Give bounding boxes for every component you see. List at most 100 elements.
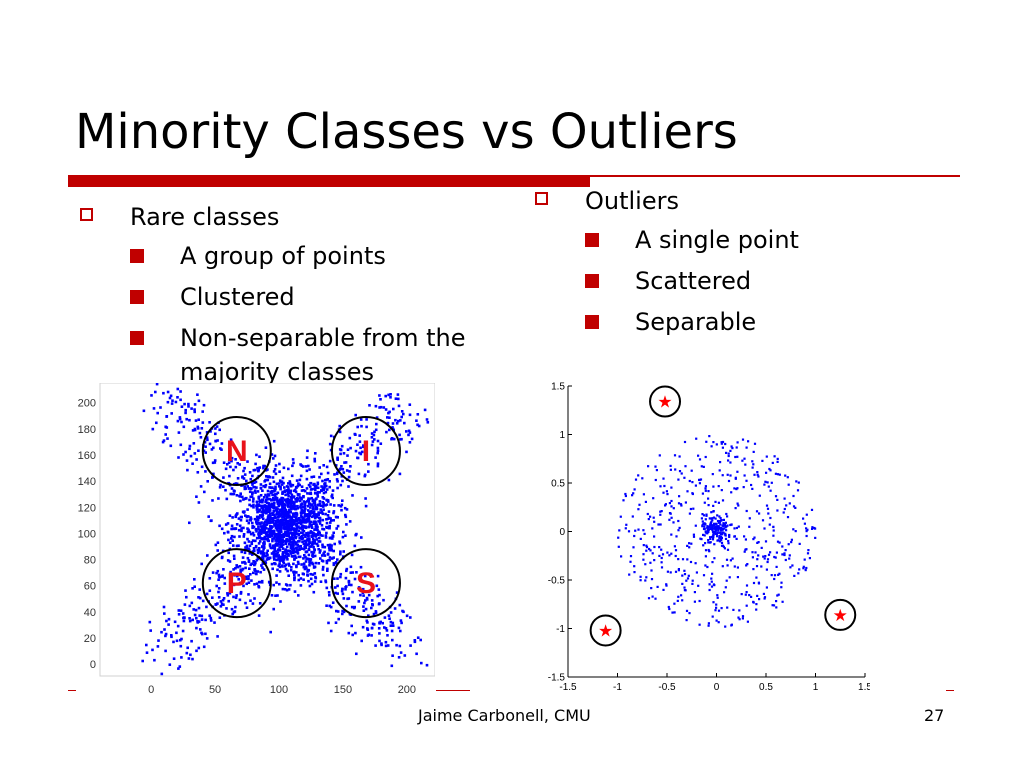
data-point [386,421,390,425]
data-point [308,468,311,471]
data-point [288,481,292,485]
data-point [268,507,272,510]
data-point [285,485,289,488]
data-point [645,549,648,552]
data-point [334,561,338,564]
data-point [255,536,259,540]
data-point [258,499,262,502]
data-point [317,513,320,516]
data-point [776,594,779,597]
data-point [203,490,206,494]
data-point [276,508,279,511]
data-point [169,394,173,398]
data-point [248,490,252,494]
data-point [210,448,214,451]
data-point [222,461,226,464]
data-point [251,491,254,494]
data-point [341,588,344,591]
data-point [307,579,310,583]
data-point [273,554,277,558]
data-point [281,502,285,506]
data-point [336,610,340,613]
data-point [781,600,784,603]
data-point [271,516,274,520]
data-point [201,599,205,603]
data-point [266,553,269,557]
data-point [383,616,387,619]
data-point [758,598,761,601]
data-point [245,582,248,586]
data-point [753,536,756,539]
data-point [317,562,321,565]
data-point [674,549,678,552]
data-point [288,537,291,540]
data-point [691,492,694,496]
data-point [274,485,277,489]
data-point [281,476,285,480]
data-point [378,602,381,605]
data-point [331,535,335,538]
bullet-rare-classes: Rare classes A group of points Clustered… [80,202,540,389]
data-point [274,550,278,553]
data-point [724,526,727,529]
data-point [386,416,389,419]
data-point [247,547,250,550]
data-point [170,635,173,639]
data-point [266,468,269,471]
data-point [322,488,325,492]
data-point [219,605,223,608]
data-point [293,512,296,516]
data-point [324,490,328,494]
data-point [251,526,254,530]
data-point [185,595,188,599]
data-point [758,494,761,497]
data-point [273,494,277,497]
data-point [211,571,215,574]
data-point [198,431,202,435]
data-point [183,402,186,406]
data-point [300,547,303,550]
data-point [376,439,380,443]
data-point [655,469,658,472]
data-point [337,617,340,621]
data-point [322,491,326,495]
data-point [674,468,677,471]
data-point [625,523,628,526]
data-point [295,498,299,502]
data-point [403,654,407,657]
data-point [745,479,748,482]
data-point [416,423,419,427]
data-point [716,519,720,523]
data-point [256,517,260,520]
data-point [747,440,750,443]
rare-class-circle [201,416,272,487]
data-point [693,600,696,603]
data-point [259,570,262,574]
data-point [291,541,294,544]
data-point [794,530,797,533]
data-point [397,419,400,423]
data-point [734,507,737,510]
data-point [155,421,158,425]
data-point [253,517,257,521]
data-point [361,588,365,592]
data-point [309,521,312,524]
data-point [710,580,713,583]
data-point [272,530,276,533]
data-point [660,510,663,513]
data-point [297,578,301,582]
data-point [219,483,222,487]
data-point [633,571,636,574]
data-point [807,549,810,552]
data-point [175,639,179,643]
data-point [305,487,309,490]
data-point [704,549,708,552]
outlier-star-icon: ★ [833,606,848,625]
data-point [354,533,357,537]
sub-bullet: Non-separable from the majority classes [130,321,530,389]
data-point [691,582,694,585]
data-point [268,486,271,489]
data-point [336,592,339,595]
data-point [295,532,299,536]
data-point [619,515,622,518]
